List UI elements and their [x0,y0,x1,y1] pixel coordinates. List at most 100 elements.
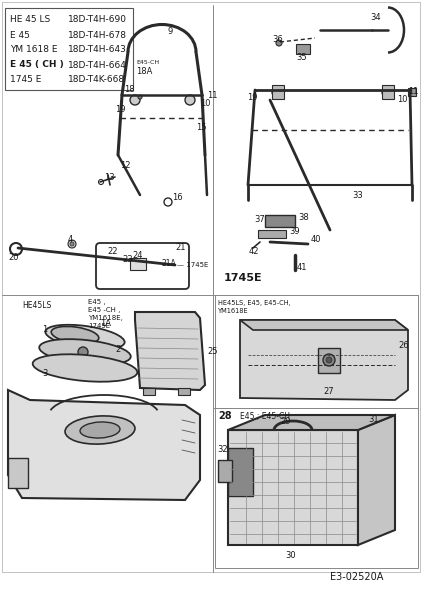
Text: 11: 11 [207,91,217,100]
Text: 27: 27 [323,388,334,397]
Circle shape [326,357,332,363]
Text: 1745E: 1745E [88,323,110,329]
Text: YM 1618 E: YM 1618 E [10,46,57,55]
Text: 11: 11 [408,88,419,97]
Text: 42: 42 [249,247,260,257]
Bar [408,88,416,96]
Bar [218,460,232,482]
Ellipse shape [45,325,124,349]
Bar [258,230,286,238]
Text: 18D-T4H-664: 18D-T4H-664 [68,61,127,70]
Text: 2: 2 [115,346,120,355]
Circle shape [276,40,282,46]
Bar [215,408,418,568]
Text: E45 ,: E45 , [88,299,106,305]
Text: 18D-T4H-643: 18D-T4H-643 [68,46,127,55]
Circle shape [323,354,335,366]
Polygon shape [135,312,205,390]
Text: 18: 18 [124,85,135,94]
Text: 19: 19 [115,106,125,115]
Text: YM1618E: YM1618E [218,308,249,314]
Bar [382,85,394,99]
Text: YM1618E,: YM1618E, [88,315,123,321]
Ellipse shape [32,354,137,382]
Circle shape [68,240,76,248]
Bar [318,348,340,373]
Bar [272,85,284,99]
Text: 18D-T4K-668: 18D-T4K-668 [68,76,125,85]
Text: 1745 E: 1745 E [10,76,41,85]
Text: 10: 10 [200,98,211,107]
Polygon shape [228,430,358,545]
Text: 35: 35 [296,53,307,62]
Text: E45 ; E45-CH: E45 ; E45-CH [240,412,290,421]
Text: 9: 9 [168,28,173,37]
Text: 19: 19 [247,94,257,103]
Text: 12: 12 [120,160,130,169]
Text: 1A: 1A [100,319,111,328]
Polygon shape [358,415,395,545]
Polygon shape [240,320,408,400]
Text: 15: 15 [196,124,206,133]
Text: HE45LS: HE45LS [22,301,51,310]
Bar [178,388,190,395]
Text: E 45 ( CH ): E 45 ( CH ) [10,61,64,70]
Text: 28: 28 [218,411,232,421]
Text: 38: 38 [298,214,309,223]
Text: 21: 21 [175,244,186,253]
Text: E45-CH: E45-CH [136,61,159,65]
Circle shape [78,347,88,357]
Bar [296,44,310,54]
Text: 18D-T4H-690: 18D-T4H-690 [68,16,127,25]
Text: E3-02520A: E3-02520A [330,572,383,582]
Bar [5,8,133,90]
Text: 41: 41 [297,263,308,272]
Bar [215,295,418,408]
Circle shape [70,242,74,246]
Text: 39: 39 [289,227,300,236]
Text: 36: 36 [272,35,283,44]
Text: 29: 29 [280,418,290,427]
Text: 31: 31 [368,415,379,425]
Text: 10: 10 [397,95,408,104]
Circle shape [138,95,142,99]
Bar [228,448,253,496]
Text: 33: 33 [352,191,363,199]
Text: 20: 20 [8,253,19,263]
Text: 18A: 18A [136,67,152,76]
Text: — 1745E: — 1745E [177,262,208,268]
Text: E 45: E 45 [10,31,30,40]
Bar [265,215,295,227]
Text: 24: 24 [132,251,143,260]
Text: 1: 1 [42,325,47,335]
Text: 13: 13 [104,173,115,182]
Bar [8,458,28,488]
Text: 3: 3 [42,368,47,377]
Text: 21A: 21A [162,259,177,268]
Text: HE45LS, E45, E45-CH,: HE45LS, E45, E45-CH, [218,300,291,306]
Circle shape [382,86,394,98]
Text: 34: 34 [370,13,381,22]
Text: 4: 4 [68,235,73,245]
Ellipse shape [65,416,135,444]
Circle shape [272,86,284,98]
Ellipse shape [80,422,120,438]
Circle shape [185,95,195,105]
Ellipse shape [51,326,99,344]
Polygon shape [240,320,408,330]
Polygon shape [8,390,200,500]
Text: 1745E: 1745E [224,273,262,283]
Polygon shape [228,415,395,430]
Text: 32: 32 [217,445,227,455]
Bar [143,388,155,395]
Bar [130,258,146,270]
Text: 40: 40 [311,235,322,245]
Text: 37: 37 [254,215,265,224]
Text: 22: 22 [107,247,117,257]
Text: HE 45 LS: HE 45 LS [10,16,50,25]
Text: 25: 25 [207,347,217,356]
Text: 26: 26 [398,340,408,349]
Text: 23: 23 [122,256,133,265]
Ellipse shape [39,339,131,365]
Circle shape [130,95,140,105]
